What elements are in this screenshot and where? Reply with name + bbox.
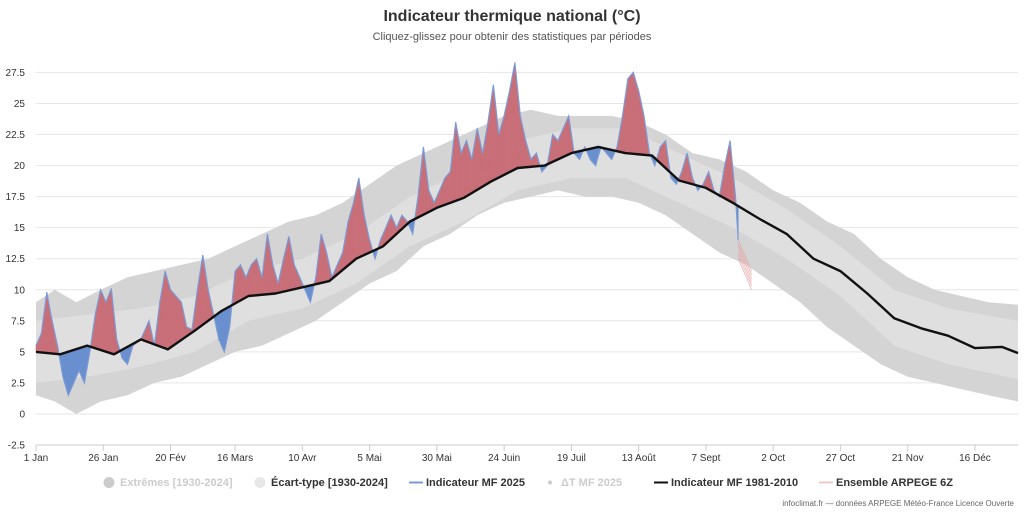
legend-symbol-circle [254, 477, 266, 488]
y-tick-label: 27.5 [6, 68, 26, 79]
legend-label: ΔT MF 2025 [561, 477, 622, 489]
legend-label: Indicateur MF 2025 [426, 477, 525, 489]
y-tick-label: -2.5 [8, 441, 26, 452]
legend-symbol-dot [548, 480, 552, 485]
x-tick-label: 5 Mai [357, 453, 381, 464]
arpege-member-line[interactable] [737, 251, 752, 283]
legend[interactable]: Extrêmes [1930-2024] Écart-type [1930-202… [103, 476, 954, 489]
x-tick-label: 26 Jan [88, 453, 118, 464]
series-lines[interactable] [35, 62, 1019, 398]
x-tick-label: 16 Mars [217, 453, 253, 464]
arpege-member-line[interactable] [737, 258, 752, 290]
x-tick-label: 2 Oct [761, 453, 785, 464]
x-tick-label: 27 Oct [826, 453, 856, 464]
x-tick-label: 10 Avr [288, 453, 317, 464]
x-tick-label: 21 Nov [892, 453, 924, 464]
legend-item[interactable]: Indicateur MF 1981-2010 [654, 477, 798, 489]
arpege-member-line[interactable] [737, 239, 752, 272]
indicator-2025-line[interactable] [35, 62, 739, 398]
y-tick-label: 5 [19, 347, 25, 358]
y-tick-label: 12.5 [6, 254, 26, 265]
y-tick-label: 25 [14, 99, 26, 110]
x-tick-label: 7 Sept [691, 453, 720, 464]
x-tick-label: 19 Juil [557, 453, 586, 464]
legend-symbol-circle [103, 477, 115, 488]
x-tick-label: 20 Fév [155, 453, 186, 464]
chart-title: Indicateur thermique national (°C) [383, 8, 640, 25]
chart-subtitle: Cliquez-glissez pour obtenir des statist… [373, 31, 652, 43]
x-tick-label: 16 Déc [959, 453, 991, 464]
y-tick-label: 10 [14, 285, 26, 296]
arpege-member-line[interactable] [737, 254, 752, 287]
y-tick-label: 7.5 [11, 316, 25, 327]
legend-item[interactable]: ΔT MF 2025 [548, 477, 622, 489]
x-axis: 1 Jan 26 Jan 20 Fév 16 Mars 10 Avr 5 Mai 30 Ma… [24, 444, 1018, 464]
legend-item[interactable]: Ensemble ARPEGE 6Z [819, 477, 953, 489]
legend-label: Indicateur MF 1981-2010 [671, 477, 798, 489]
x-tick-label: 13 Août [622, 453, 656, 464]
normal-1981-2010-line[interactable] [35, 145, 1019, 356]
legend-label: Extrêmes [1930-2024] [120, 477, 233, 489]
y-tick-label: 15 [14, 223, 26, 234]
arpege-member-line[interactable] [737, 247, 752, 279]
legend-item[interactable]: Indicateur MF 2025 [409, 477, 525, 489]
y-tick-label: 17.5 [6, 192, 26, 203]
x-tick-label: 30 Mai [422, 453, 452, 464]
y-axis: -2.5 0 2.5 5 7.5 10 12.5 15 17.5 20 22.5 25 27.5 [6, 68, 26, 452]
legend-item[interactable]: Extrêmes [1930-2024] [103, 477, 233, 489]
legend-label: Écart-type [1930-2024] [271, 476, 388, 489]
x-tick-label: 1 Jan [24, 453, 48, 464]
legend-item[interactable]: Écart-type [1930-2024] [254, 476, 389, 489]
stddev-band [36, 128, 1018, 383]
credits[interactable]: infoclimat.fr — données ARPEGE Météo-Fra… [782, 499, 1014, 508]
y-tick-label: 0 [19, 409, 25, 420]
x-tick-label: 24 Juin [488, 453, 520, 464]
arpege-member-line[interactable] [737, 243, 752, 276]
y-tick-label: 22.5 [6, 130, 26, 141]
legend-label: Ensemble ARPEGE 6Z [836, 477, 953, 489]
y-tick-label: 20 [14, 161, 26, 172]
y-tick-label: 2.5 [11, 378, 25, 389]
